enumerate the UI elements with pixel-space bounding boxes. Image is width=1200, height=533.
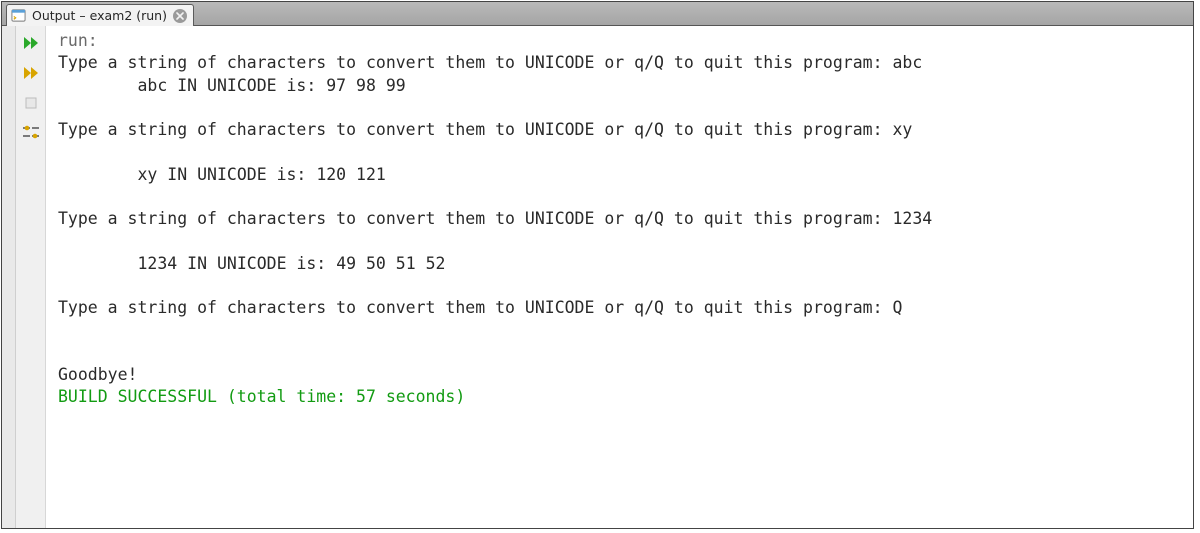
goodbye-line: Goodbye! <box>58 365 137 384</box>
rerun-icon[interactable] <box>20 32 42 54</box>
terminal-icon <box>11 8 26 23</box>
console-line: abc IN UNICODE is: 97 98 99 <box>58 76 406 95</box>
console-line: Type a string of characters to convert t… <box>58 120 912 139</box>
build-status: BUILD SUCCESSFUL (total time: 57 seconds… <box>58 387 465 406</box>
console-line: Type a string of characters to convert t… <box>58 209 932 228</box>
tab-bar: Output – exam2 (run) <box>2 2 1193 26</box>
rerun-alt-icon[interactable] <box>20 62 42 84</box>
close-icon[interactable] <box>173 9 187 23</box>
console-line: xy IN UNICODE is: 120 121 <box>58 165 386 184</box>
stop-icon[interactable] <box>20 92 42 114</box>
console-line: Type a string of characters to convert t… <box>58 298 902 317</box>
console-line: 1234 IN UNICODE is: 49 50 51 52 <box>58 254 445 273</box>
panel-body: run: Type a string of characters to conv… <box>2 26 1193 528</box>
output-tab[interactable]: Output – exam2 (run) <box>6 4 194 26</box>
tab-title: Output – exam2 (run) <box>32 8 167 23</box>
console-output: run: Type a string of characters to conv… <box>46 26 1193 528</box>
console-line: Type a string of characters to convert t… <box>58 53 922 72</box>
output-panel: Output – exam2 (run) <box>1 1 1194 529</box>
settings-icon[interactable] <box>20 122 42 144</box>
left-gutter <box>2 26 16 528</box>
tool-column <box>16 26 46 528</box>
run-label: run: <box>58 31 98 50</box>
